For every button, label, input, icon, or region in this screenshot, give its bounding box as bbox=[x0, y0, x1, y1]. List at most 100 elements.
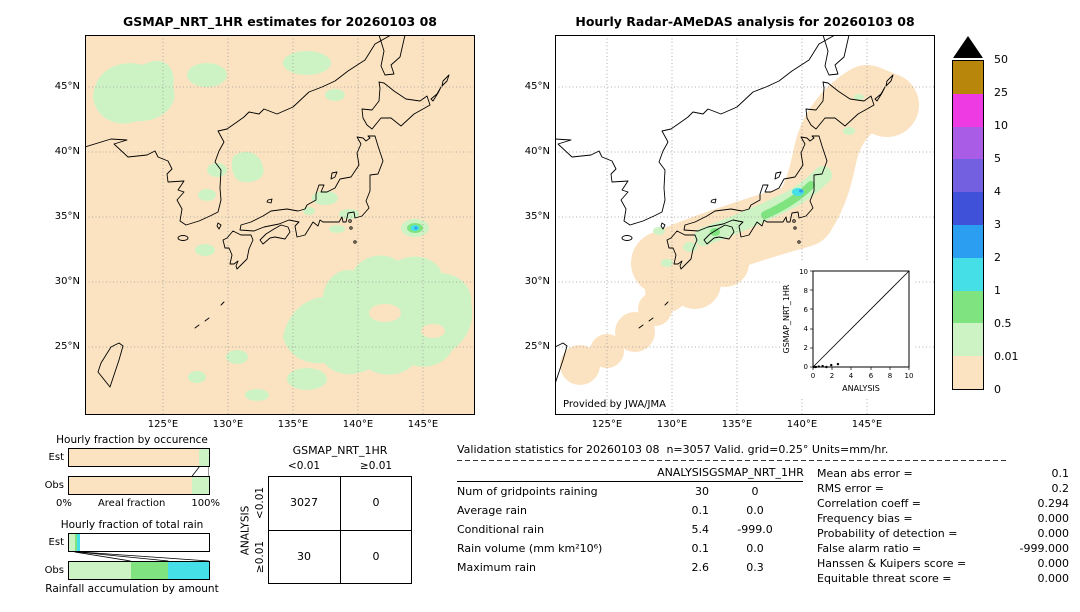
metric-row: Correlation coeff = 0.294 bbox=[817, 497, 1069, 510]
colorbar-label: 50 bbox=[994, 53, 1008, 66]
bar-segment bbox=[168, 562, 209, 579]
bar-segment bbox=[74, 534, 78, 551]
bar-segment bbox=[130, 562, 169, 579]
bar-connector-lines bbox=[74, 552, 209, 561]
lon-tick: 130°E bbox=[656, 419, 688, 430]
contingency-table: GSMAP_NRT_1HR <0.01 ≥0.01 ANALYSIS <0.01… bbox=[238, 444, 428, 594]
colorbar-label: 25 bbox=[994, 86, 1008, 99]
lat-tick: 30°N bbox=[524, 276, 550, 287]
svg-text:10: 10 bbox=[905, 372, 914, 380]
inset-ylabel: GSMAP_NRT_1HR bbox=[782, 284, 791, 353]
inset-ticks bbox=[810, 270, 910, 370]
cell-hits: 0 bbox=[372, 550, 380, 563]
stats-row: Maximum rain 2.6 0.3 bbox=[457, 561, 764, 574]
colorbar-segment bbox=[953, 159, 983, 193]
metric-row: Frequency bias = 0.000 bbox=[817, 512, 1069, 525]
lon-tick: 125°E bbox=[591, 419, 623, 430]
col-header-analysis: ANALYSIS bbox=[657, 466, 709, 479]
lat-tick: 25°N bbox=[524, 341, 550, 352]
inset-tick-labels: 0 2 4 6 8 10 0 2 4 6 8 10 bbox=[799, 268, 913, 380]
svg-text:0: 0 bbox=[804, 363, 808, 371]
total-rain-chart: Hourly fraction of total rain Est Obs Ra… bbox=[40, 519, 224, 609]
colorbar-label: 4 bbox=[994, 185, 1001, 198]
cell-hits-none: 3027 bbox=[290, 496, 318, 509]
obs-occurrence-bar bbox=[68, 476, 210, 495]
axis-min: 0% bbox=[56, 498, 72, 509]
metric-row: Mean abs error = 0.1 bbox=[817, 467, 1069, 480]
radar-analysis-map: 0 2 4 6 8 10 0 2 4 6 8 10 ANALYSIS GSMAP… bbox=[555, 35, 935, 415]
bar-segment bbox=[69, 477, 193, 494]
svg-text:2: 2 bbox=[830, 372, 834, 380]
colorbar-segment bbox=[953, 126, 983, 160]
bar-segment bbox=[77, 534, 81, 551]
row-label-obs: Obs bbox=[44, 565, 64, 576]
metric-row: Hanssen & Kuipers score = 0.000 bbox=[817, 557, 1069, 570]
stats-title: Validation statistics for 20260103 08 n=… bbox=[457, 443, 889, 456]
bar-segment bbox=[69, 534, 75, 551]
row-header: <0.01 bbox=[254, 486, 266, 520]
column-header: <0.01 bbox=[287, 460, 321, 472]
stats-row: Rain volume (mm km²10⁶) 0.1 0.0 bbox=[457, 542, 764, 555]
x-axis: 0% Areal fraction 100% bbox=[56, 498, 220, 509]
metric-row: Probability of detection = 0.000 bbox=[817, 527, 1069, 540]
credit-text: Provided by JWA/JMA bbox=[563, 399, 666, 410]
column-group-title: GSMAP_NRT_1HR bbox=[292, 444, 388, 457]
inset-scatter-points bbox=[812, 362, 840, 369]
lat-tick: 40°N bbox=[54, 146, 80, 157]
stats-table: ANALYSIS GSMAP_NRT_1HR Num of gridpoints… bbox=[457, 464, 804, 586]
svg-text:6: 6 bbox=[804, 306, 809, 314]
colorbar-segment bbox=[953, 356, 983, 389]
bar-segment bbox=[69, 449, 200, 466]
row-group-title: ANALYSIS bbox=[239, 505, 252, 556]
colorbar-segment bbox=[953, 192, 983, 225]
metric-row: False alarm ratio = -999.000 bbox=[817, 542, 1069, 555]
colorbar-label: 1 bbox=[994, 284, 1001, 297]
col-header-gsmap: GSMAP_NRT_1HR bbox=[709, 466, 804, 479]
lat-tick: 30°N bbox=[54, 276, 80, 287]
colorbar-segment bbox=[953, 224, 983, 258]
colorbar-label: 0 bbox=[994, 383, 1001, 396]
colorbar-segment bbox=[953, 290, 983, 324]
validation-stats-panel: Validation statistics for 20260103 08 n=… bbox=[457, 443, 1075, 586]
grid-divider bbox=[268, 530, 412, 531]
inset-xlabel: ANALYSIS bbox=[842, 384, 880, 393]
obs-total-bar bbox=[68, 561, 210, 580]
lon-tick: 135°E bbox=[721, 419, 753, 430]
stats-table-header: ANALYSIS GSMAP_NRT_1HR bbox=[457, 464, 804, 482]
est-occurrence-bar bbox=[68, 448, 210, 467]
svg-text:4: 4 bbox=[804, 325, 809, 333]
svg-text:8: 8 bbox=[888, 372, 892, 380]
lon-tick: 130°E bbox=[212, 419, 244, 430]
left-map-title: GSMAP_NRT_1HR estimates for 20260103 08 bbox=[123, 14, 437, 29]
stats-row: Num of gridpoints raining 30 0 bbox=[457, 485, 759, 498]
colorbar-label: 2 bbox=[994, 251, 1001, 264]
lon-tick: 140°E bbox=[342, 419, 374, 430]
colorbar-label: 5 bbox=[994, 152, 1001, 165]
colorbar-segment bbox=[953, 61, 983, 94]
colorbar-overflow-arrow-icon bbox=[953, 36, 983, 58]
identity-line bbox=[812, 270, 910, 368]
lon-tick: 145°E bbox=[407, 419, 439, 430]
colorbar-label: 0.5 bbox=[994, 317, 1012, 330]
column-header: ≥0.01 bbox=[359, 460, 393, 472]
svg-text:0: 0 bbox=[811, 372, 815, 380]
colorbar-gradient bbox=[952, 60, 984, 390]
est-total-bar bbox=[68, 533, 210, 552]
bar-segment bbox=[192, 477, 209, 494]
row-label-est: Est bbox=[48, 452, 64, 463]
colorbar-segment bbox=[953, 323, 983, 357]
row-label-obs: Obs bbox=[44, 480, 64, 491]
svg-text:10: 10 bbox=[799, 268, 808, 276]
right-map-title: Hourly Radar-AMeDAS analysis for 2026010… bbox=[575, 14, 915, 29]
colorbar-label: 3 bbox=[994, 218, 1001, 231]
map-frame bbox=[85, 35, 475, 415]
lat-tick: 35°N bbox=[54, 211, 80, 222]
lat-tick: 40°N bbox=[524, 146, 550, 157]
colorbar-segment bbox=[953, 257, 983, 291]
inset-scatter-plot: 0 2 4 6 8 10 0 2 4 6 8 10 ANALYSIS GSMAP… bbox=[781, 261, 913, 397]
chart-title: Hourly fraction of total rain bbox=[60, 519, 204, 531]
lon-tick: 135°E bbox=[277, 419, 309, 430]
bar-connector-lines bbox=[191, 467, 209, 476]
lat-tick: 35°N bbox=[524, 211, 550, 222]
chart-title: Hourly fraction by occurence bbox=[56, 434, 208, 446]
